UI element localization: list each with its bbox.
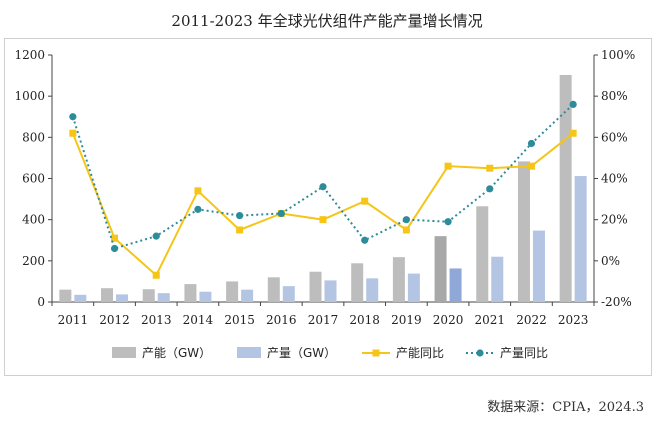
y-right-tick-label: 20% [601, 213, 628, 227]
y-left-tick-label: 0 [37, 295, 45, 309]
point-production-yoy [402, 216, 410, 224]
point-capacity-yoy [527, 162, 535, 170]
y-left-tick-label: 600 [22, 172, 45, 186]
data-source: 数据来源：CPIA，2024.3 [487, 400, 644, 415]
bar-capacity [309, 271, 322, 302]
x-tick-label: 2016 [266, 313, 297, 327]
bar-capacity [559, 74, 572, 302]
lines [69, 100, 577, 279]
bars [59, 74, 587, 302]
ticks: 0 200 400 600 800 1000 1200 -20% 0% 20% 40% 60% 80% 1… [14, 48, 635, 327]
bar-production [116, 294, 129, 302]
point-production-yoy [194, 205, 202, 213]
chart-title: 2011-2023 年全球光伏组件产能产量增长情况 [171, 12, 483, 30]
x-tick-label: 2020 [433, 313, 464, 327]
y-left-tick-label: 1000 [14, 89, 45, 103]
bar-capacity [267, 277, 280, 302]
bar-capacity [351, 263, 364, 302]
legend-label: 产能（GW） [142, 346, 211, 360]
y-left-tick-label: 800 [22, 130, 45, 144]
point-production-yoy [236, 211, 244, 220]
bar-production [157, 293, 170, 302]
y-left-tick-label: 400 [22, 213, 45, 227]
legend: 产能（GW） 产量（GW） 产能同比 产量同比 [112, 346, 548, 360]
point-capacity-yoy [111, 234, 119, 242]
legend-swatch [112, 347, 136, 358]
bar-capacity [517, 161, 530, 302]
bar-production [241, 289, 254, 302]
bar-capacity [101, 288, 114, 302]
bar-capacity [226, 281, 239, 302]
y-right-tick-label: 60% [601, 130, 628, 144]
x-tick-label: 2015 [224, 313, 255, 327]
y-right-tick-label: 80% [601, 89, 628, 103]
point-capacity-yoy [69, 129, 77, 137]
point-capacity-yoy [486, 164, 494, 172]
point-production-yoy [444, 218, 452, 226]
y-right-tick-label: 40% [601, 172, 628, 186]
axes [51, 55, 595, 303]
x-tick-label: 2011 [58, 313, 89, 327]
x-tick-label: 2021 [474, 313, 505, 327]
point-production-yoy [527, 139, 536, 148]
line-capacity-yoy [71, 132, 574, 277]
x-tick-label: 2012 [99, 313, 130, 327]
bar-capacity [184, 284, 197, 302]
point-capacity-yoy [152, 271, 160, 279]
point-production-yoy [152, 232, 160, 240]
point-production-yoy [69, 113, 77, 121]
legend-swatch-marker [476, 349, 484, 357]
point-capacity-yoy [319, 216, 327, 224]
bar-production [199, 291, 212, 302]
chart-frame [4, 38, 652, 376]
bar-production [324, 280, 337, 302]
bar-capacity [142, 289, 155, 302]
legend-swatch-marker [372, 349, 380, 357]
x-tick-label: 2017 [308, 313, 339, 327]
bar-capacity [59, 289, 72, 302]
bar-production [491, 256, 504, 302]
y-right-tick-label: 100% [601, 48, 635, 62]
legend-label: 产量同比 [500, 346, 548, 360]
bar-production [282, 286, 295, 302]
bar-production [407, 273, 420, 302]
bar-capacity [476, 206, 489, 302]
legend-label: 产能同比 [396, 346, 444, 360]
y-left-tick-label: 200 [22, 254, 45, 268]
point-capacity-yoy [402, 226, 410, 234]
point-production-yoy [361, 236, 369, 244]
point-capacity-yoy [194, 187, 202, 195]
legend-label: 产量（GW） [267, 346, 336, 360]
point-production-yoy [319, 183, 327, 191]
point-capacity-yoy [236, 226, 244, 234]
bar-capacity [392, 257, 405, 302]
point-capacity-yoy [444, 162, 452, 170]
point-production-yoy [486, 185, 494, 193]
x-tick-label: 2019 [391, 313, 422, 327]
y-right-tick-label: 0% [601, 254, 620, 268]
x-tick-label: 2023 [558, 313, 589, 327]
y-right-tick-label: -20% [601, 295, 632, 309]
y-left-tick-label: 1200 [14, 48, 45, 62]
point-production-yoy [569, 100, 577, 108]
x-tick-label: 2018 [349, 313, 380, 327]
bar-capacity [434, 236, 447, 302]
bar-production [366, 278, 379, 302]
point-capacity-yoy [361, 197, 369, 205]
point-production-yoy [277, 209, 285, 218]
bar-production [574, 176, 587, 302]
point-production-yoy [110, 244, 119, 253]
point-capacity-yoy [569, 129, 577, 137]
x-tick-label: 2014 [183, 313, 214, 327]
line-production-yoy [71, 103, 574, 250]
x-tick-label: 2013 [141, 313, 172, 327]
legend-swatch [237, 347, 261, 358]
bar-production [74, 294, 87, 302]
x-tick-label: 2022 [516, 313, 547, 327]
bar-production [449, 268, 462, 302]
bar-production [532, 230, 545, 302]
